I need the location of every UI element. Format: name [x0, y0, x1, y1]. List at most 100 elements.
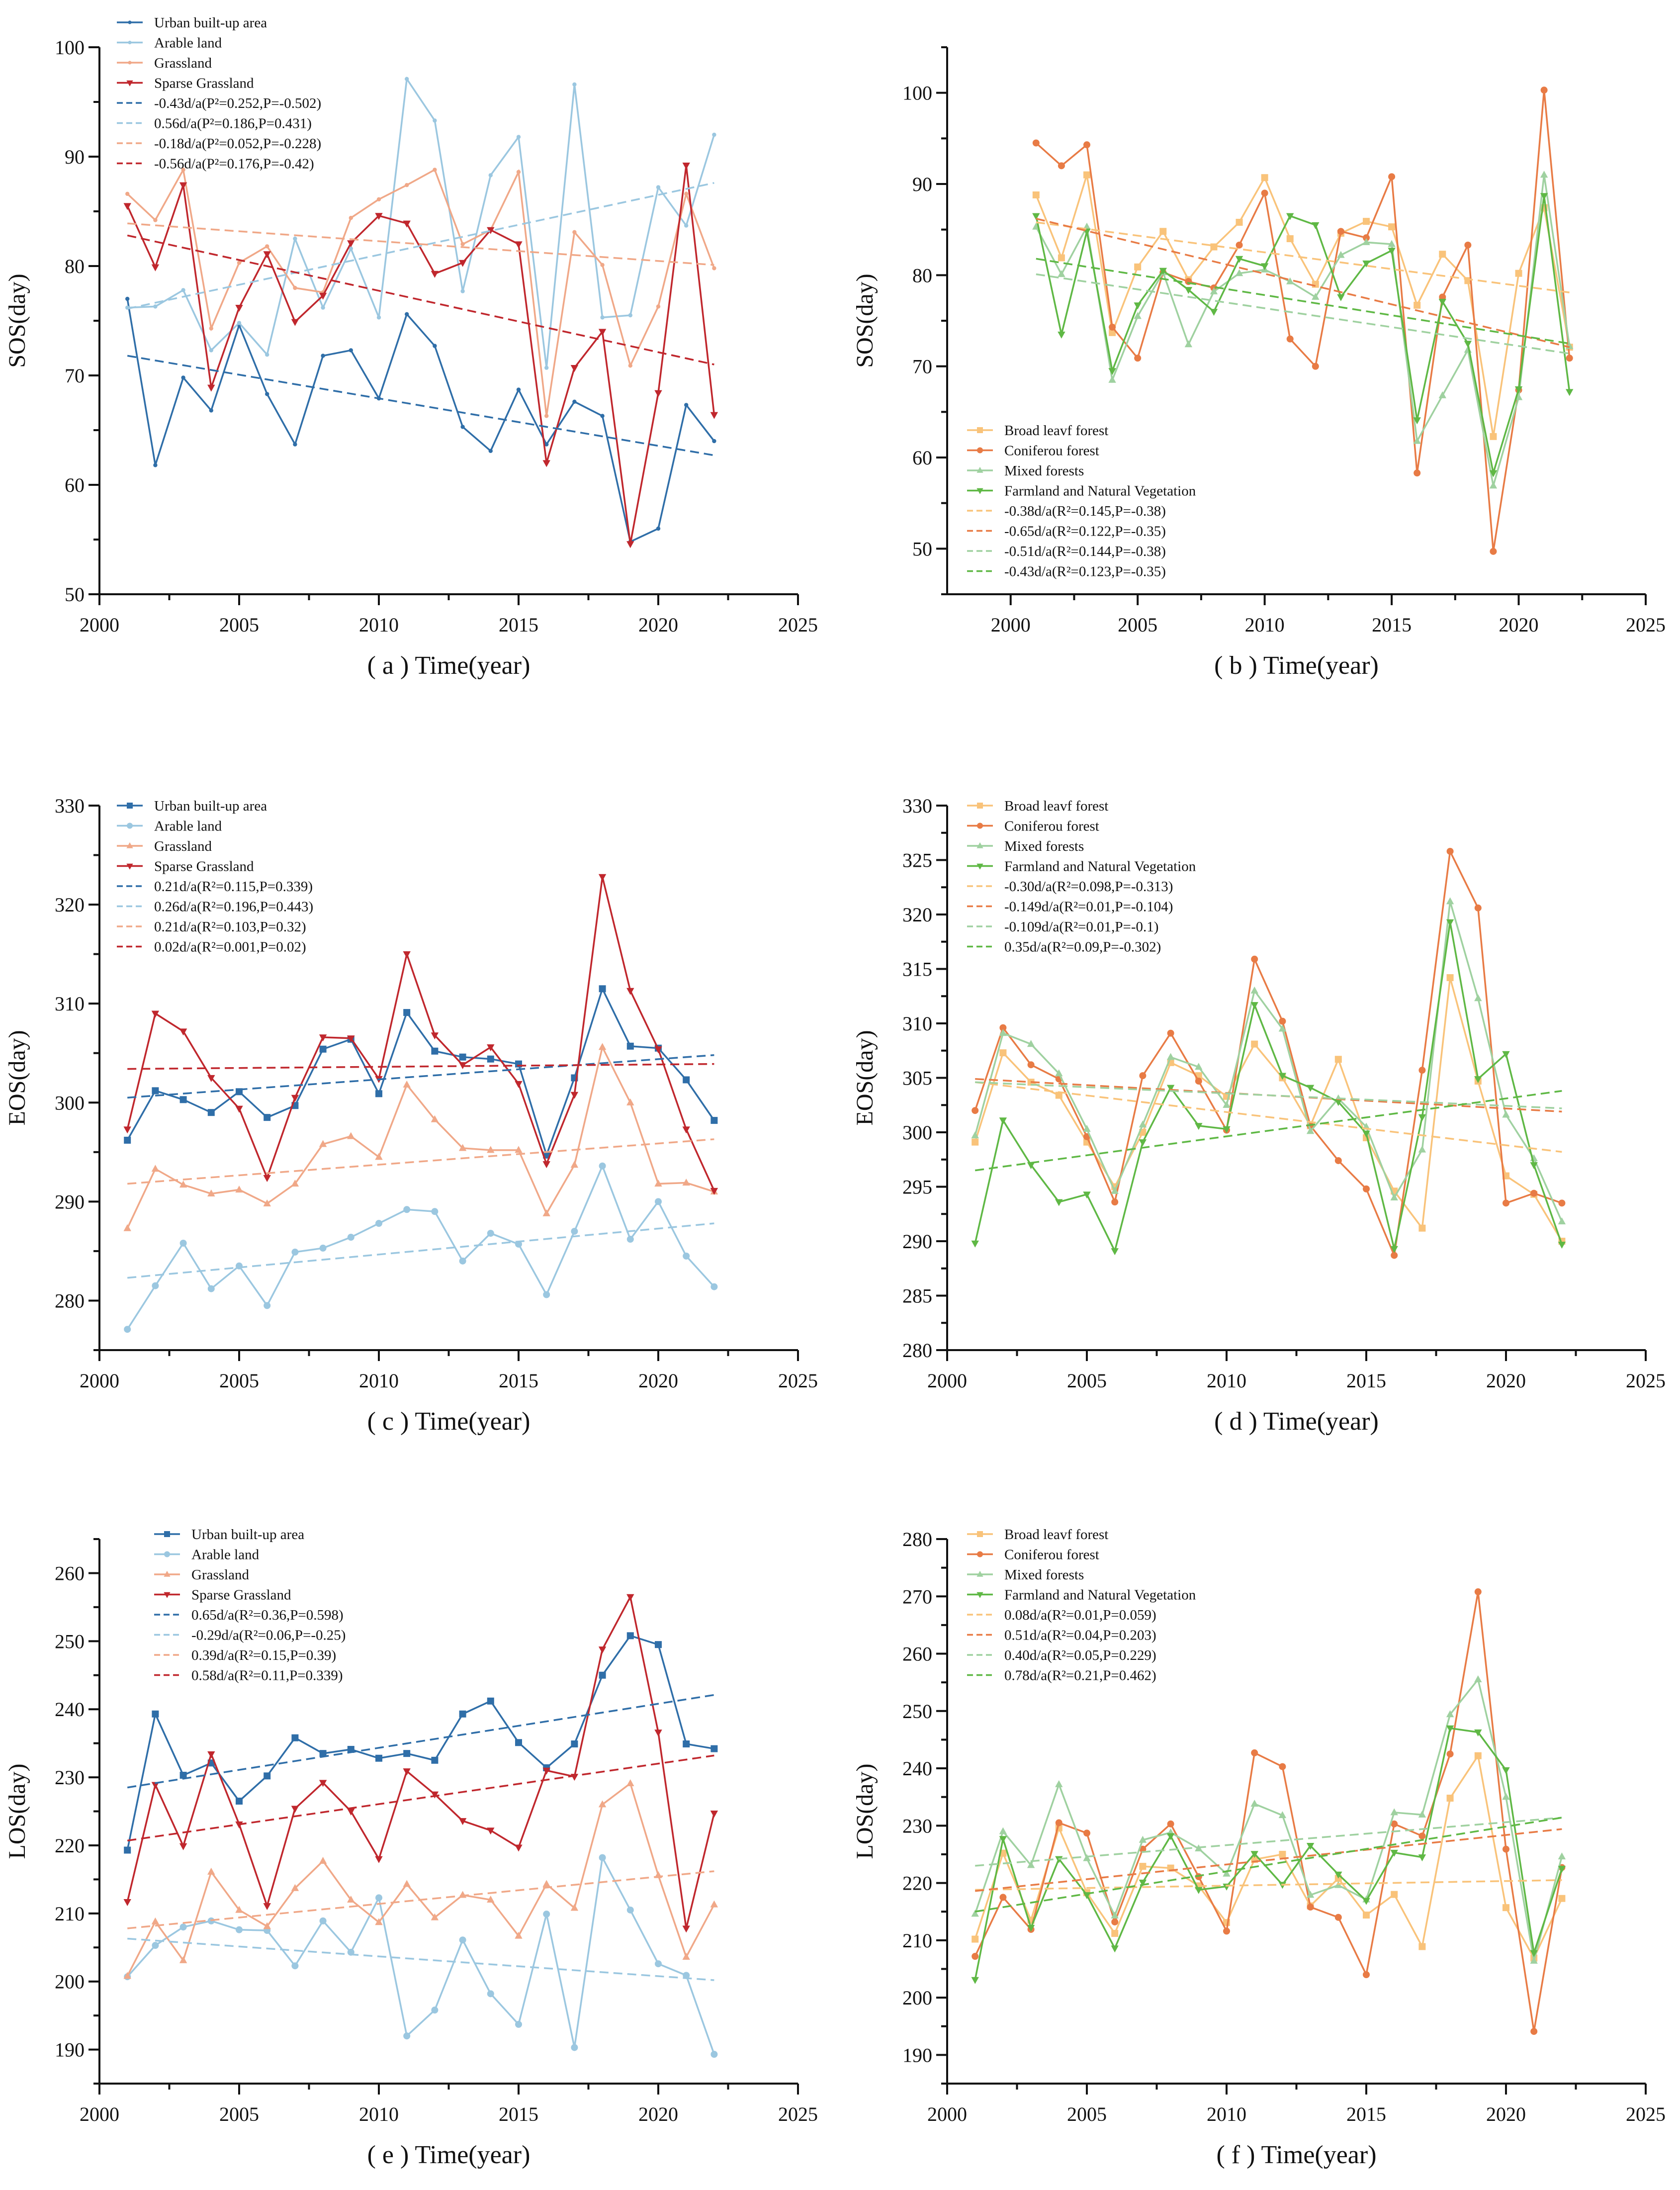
data-point [1139, 1845, 1147, 1853]
data-point [291, 1095, 299, 1102]
data-point [403, 220, 411, 228]
chart-d-svg: 2000 2005 2010 2015 2020 2025 280 285 290 295 300 3… [852, 795, 1666, 1436]
data-point [123, 1972, 131, 1979]
x-tick-label: 2025 [778, 1369, 818, 1392]
trend-line [127, 182, 714, 310]
data-point [431, 2007, 439, 2014]
data-point [1530, 1950, 1538, 1957]
legend-label: Farmland and Natural Vegetation [1004, 859, 1196, 875]
data-point [571, 1740, 578, 1747]
legend-label: Urban built-up area [154, 798, 267, 814]
legend-marker [976, 863, 983, 870]
series-line [127, 167, 715, 416]
x-tick-label: 2005 [1067, 2103, 1107, 2125]
data-point [600, 263, 605, 267]
y-tick-label: 60 [912, 447, 932, 469]
data-point [682, 1179, 690, 1186]
data-point [319, 1140, 327, 1147]
data-point [237, 321, 242, 325]
legend-label: 0.39d/a(R²=0.15,P=0.39) [191, 1647, 336, 1663]
data-point [570, 365, 579, 372]
data-point [1083, 1854, 1091, 1861]
data-point [235, 1186, 243, 1193]
data-point [656, 185, 661, 189]
data-point [1418, 1943, 1426, 1950]
data-point [515, 1739, 522, 1746]
data-point [972, 1953, 979, 1960]
trend-line [127, 355, 714, 456]
trend-line [127, 1870, 714, 1929]
data-point [1312, 292, 1320, 300]
chart-panel-e: 2000 2005 2010 2015 2020 2025 190 200 210 220 230 2… [0, 1497, 840, 2190]
data-point [710, 1900, 718, 1908]
data-point [1027, 1061, 1035, 1069]
data-point [1390, 1246, 1398, 1253]
data-point [291, 1884, 299, 1891]
data-point [293, 285, 297, 290]
data-point [124, 1326, 131, 1333]
y-tick-label: 325 [902, 849, 932, 872]
data-point [209, 348, 213, 353]
data-point [179, 1956, 187, 1963]
legend-label: Broad leavf forest [1004, 423, 1108, 439]
data-point [1055, 1199, 1063, 1206]
data-point [209, 326, 213, 331]
legend-marker [977, 822, 983, 829]
data-point [1055, 1069, 1063, 1077]
chart-a-legend: Urban built-up area Arable land Grassland S… [117, 15, 321, 172]
data-point [235, 1906, 243, 1913]
data-point [1159, 228, 1167, 235]
y-tick-label: 280 [902, 1339, 932, 1362]
data-point [1184, 340, 1193, 348]
legend-label: -0.65d/a(R²=0.122,P=-0.35) [1004, 524, 1166, 540]
data-point [1111, 1198, 1119, 1206]
data-point [291, 319, 299, 326]
data-point [1438, 298, 1446, 306]
data-point [123, 1224, 131, 1231]
data-point [1362, 260, 1370, 268]
data-point [1566, 389, 1574, 396]
legend-label: Broad leavf forest [1004, 1527, 1108, 1543]
data-point [1363, 1971, 1370, 1978]
trend-line [127, 1054, 714, 1099]
data-point [1446, 1750, 1454, 1758]
data-point [1558, 1217, 1566, 1225]
data-point [152, 1942, 159, 1949]
data-point [598, 1646, 607, 1654]
data-point [598, 874, 607, 881]
y-tick-label: 210 [55, 1903, 85, 1925]
data-point [628, 364, 633, 368]
data-point [1139, 1863, 1147, 1870]
data-point [1502, 1051, 1510, 1058]
data-point [1261, 189, 1268, 197]
data-point [1490, 548, 1497, 555]
data-point [319, 1045, 327, 1053]
data-point [710, 1283, 718, 1290]
data-point [1502, 1110, 1510, 1118]
legend-label: Sparse Grassland [191, 1587, 291, 1603]
data-point [1334, 1871, 1342, 1879]
data-point [542, 460, 550, 467]
x-tick-label: 2000 [80, 1369, 119, 1392]
trend-line [127, 1937, 714, 1981]
legend-marker [128, 61, 132, 65]
data-point [207, 1075, 215, 1082]
data-point [656, 304, 661, 309]
data-point [1306, 1085, 1315, 1092]
data-point [1166, 1833, 1175, 1840]
data-point [542, 1880, 550, 1887]
data-point [1251, 1040, 1258, 1048]
data-point [1439, 251, 1446, 258]
legend-marker [977, 447, 983, 454]
data-point [684, 191, 689, 196]
trend-line [1036, 217, 1570, 348]
legend-marker [977, 427, 983, 433]
data-point [321, 354, 325, 358]
chart-f-svg: 2000 2005 2010 2015 2020 2025 190 200 210 220 230 2… [852, 1527, 1666, 2169]
legend-label: -0.29d/a(R²=0.06,P=-0.25) [191, 1628, 346, 1643]
data-point [656, 526, 661, 531]
data-point [1446, 919, 1454, 926]
data-point [236, 1926, 243, 1933]
data-point [626, 988, 634, 995]
legend-marker [976, 466, 983, 473]
